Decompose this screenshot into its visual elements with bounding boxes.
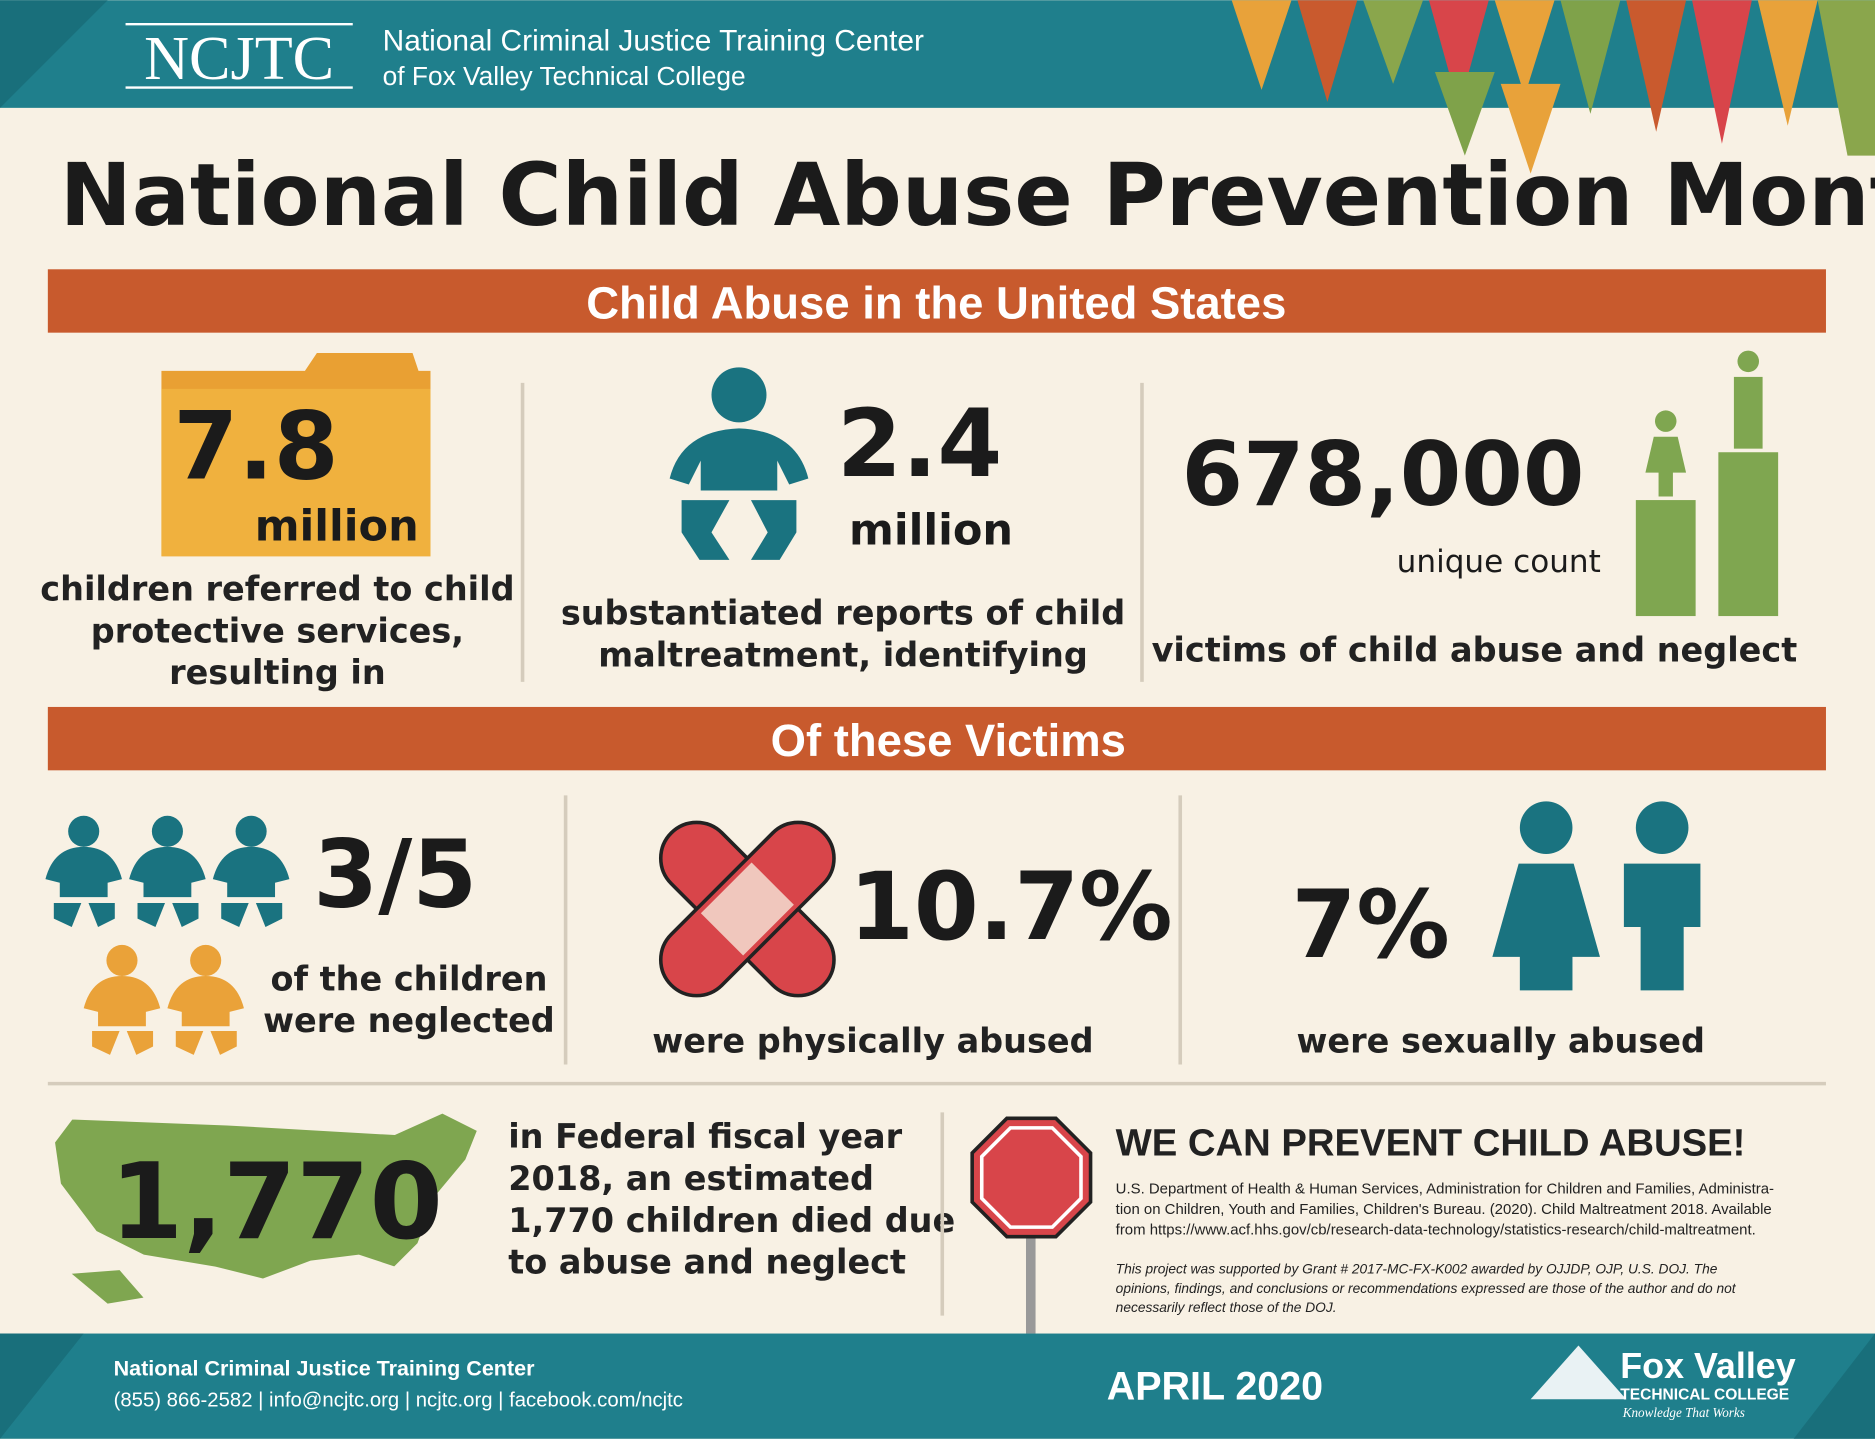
- pennant: [1428, 0, 1489, 108]
- podium-bar: [1718, 452, 1779, 617]
- college-tagline: Knowledge That Works: [1622, 1405, 1745, 1420]
- podium-bar: [1635, 500, 1696, 617]
- us-map-alaska: [71, 1270, 144, 1304]
- grant-note: necessarily reflect those of the DOJ.: [1116, 1300, 1337, 1315]
- baby-orange: [83, 944, 244, 1055]
- pennant: [1231, 0, 1292, 90]
- bandage-pad: [700, 862, 794, 956]
- stat-value: 678,000: [1181, 423, 1584, 526]
- section-heading: Of these Victims: [771, 715, 1126, 766]
- deaths-value: 1,770: [110, 1140, 443, 1263]
- pennant: [1434, 71, 1495, 156]
- stat-value: 3/5: [313, 820, 477, 929]
- stat-unit: unique count: [1397, 544, 1601, 580]
- org-name: National Criminal Justice Training Cente…: [383, 24, 924, 57]
- stat-text: protective services,: [91, 611, 464, 650]
- folder-icon: [161, 352, 431, 557]
- person-body: [1492, 863, 1600, 991]
- pennant: [1560, 0, 1621, 114]
- stat-unit: million: [255, 502, 419, 552]
- pennant: [1494, 0, 1555, 96]
- stat-text: maltreatment, identifying: [598, 635, 1088, 674]
- figure-body: [1645, 436, 1687, 497]
- section-heading: Child Abuse in the United States: [586, 277, 1286, 328]
- stat-text: substantiated reports of child: [561, 593, 1125, 632]
- stat-value: 2.4: [837, 389, 1002, 498]
- pennant: [1692, 0, 1752, 144]
- figure-body: [1733, 376, 1763, 449]
- header-shape: [0, 0, 108, 108]
- section-band: [47, 706, 1826, 771]
- college-sub: TECHNICAL COLLEGE: [1620, 1386, 1789, 1403]
- baby-icon: [669, 367, 809, 560]
- stat-value: 10.7%: [849, 852, 1173, 961]
- pennant: [1817, 0, 1875, 156]
- stat-value: 7%: [1291, 870, 1449, 979]
- org-sub: of Fox Valley Technical College: [383, 61, 746, 91]
- baby-body: [669, 428, 809, 491]
- grant-note: opinions, findings, and conclusions or r…: [1116, 1281, 1737, 1296]
- college-logo: [1530, 1345, 1627, 1400]
- deaths-text: to abuse and neglect: [508, 1243, 906, 1282]
- stat-text: victims of child abuse and neglect: [1152, 631, 1798, 670]
- folder-front: [161, 388, 431, 557]
- figure-head: [1654, 410, 1677, 432]
- grant-note: This project was supported by Grant # 20…: [1116, 1262, 1718, 1277]
- pennant: [1363, 0, 1423, 84]
- citation: U.S. Department of Health & Human Servic…: [1116, 1181, 1774, 1198]
- footer-shape: [0, 1333, 84, 1439]
- footer-contacts: (855) 866-2582 | info@ncjtc.org | ncjtc.…: [114, 1389, 683, 1411]
- stop-pole: [1025, 1231, 1036, 1334]
- deaths-text: 1,770 children died due: [508, 1201, 955, 1240]
- college-name: Fox Valley: [1620, 1346, 1795, 1386]
- section-band: [47, 269, 1826, 333]
- citation: from https://www.acf.hhs.gov/cb/research…: [1116, 1221, 1756, 1238]
- logo: NCJTC: [144, 25, 334, 93]
- deaths-text: in Federal fiscal year: [508, 1117, 902, 1156]
- stat-text: were neglected: [263, 1001, 555, 1040]
- stat-text: were physically abused: [652, 1022, 1093, 1061]
- pennant: [1626, 0, 1687, 132]
- pennant: [1500, 83, 1561, 174]
- baby-leg: [750, 500, 797, 560]
- bandage-icon: [658, 820, 836, 998]
- header-band: [0, 0, 1875, 108]
- person-head: [1635, 801, 1689, 855]
- stat-value: 7.8: [173, 392, 338, 501]
- deaths-text: 2018, an estimated: [508, 1159, 874, 1198]
- pennant: [1757, 0, 1818, 126]
- person-head: [1519, 801, 1573, 855]
- baby-head: [711, 367, 767, 423]
- baby-teal: [45, 815, 290, 927]
- stat-text: of the children: [270, 959, 547, 998]
- people-icon: [1492, 801, 1701, 991]
- podium-icon: [1635, 350, 1779, 617]
- prevent-heading: WE CAN PREVENT CHILD ABUSE!: [1116, 1121, 1746, 1164]
- footer-shape: [1793, 1333, 1875, 1439]
- baby-leg: [681, 500, 730, 560]
- pennant: [1297, 0, 1358, 102]
- footer-date: APRIL 2020: [1107, 1364, 1323, 1408]
- babies-icon: [45, 815, 290, 1055]
- stat-text: children referred to child: [40, 570, 514, 609]
- citation: tion on Children, Youth and Families, Ch…: [1116, 1201, 1772, 1218]
- title: National Child Abuse Prevention Month: [60, 146, 1875, 246]
- stat-text: were sexually abused: [1296, 1022, 1704, 1061]
- pennants: [1231, 0, 1875, 174]
- stop-sign: [970, 1116, 1093, 1239]
- logo-mark: [1530, 1345, 1627, 1400]
- stat-text: resulting in: [169, 653, 386, 692]
- stop-sign-border: [979, 1126, 1083, 1229]
- figure-head: [1737, 350, 1760, 373]
- footer-org: National Criminal Justice Training Cente…: [114, 1356, 535, 1380]
- stat-unit: million: [849, 505, 1013, 555]
- person-body: [1623, 863, 1701, 991]
- us-map: [52, 1110, 480, 1281]
